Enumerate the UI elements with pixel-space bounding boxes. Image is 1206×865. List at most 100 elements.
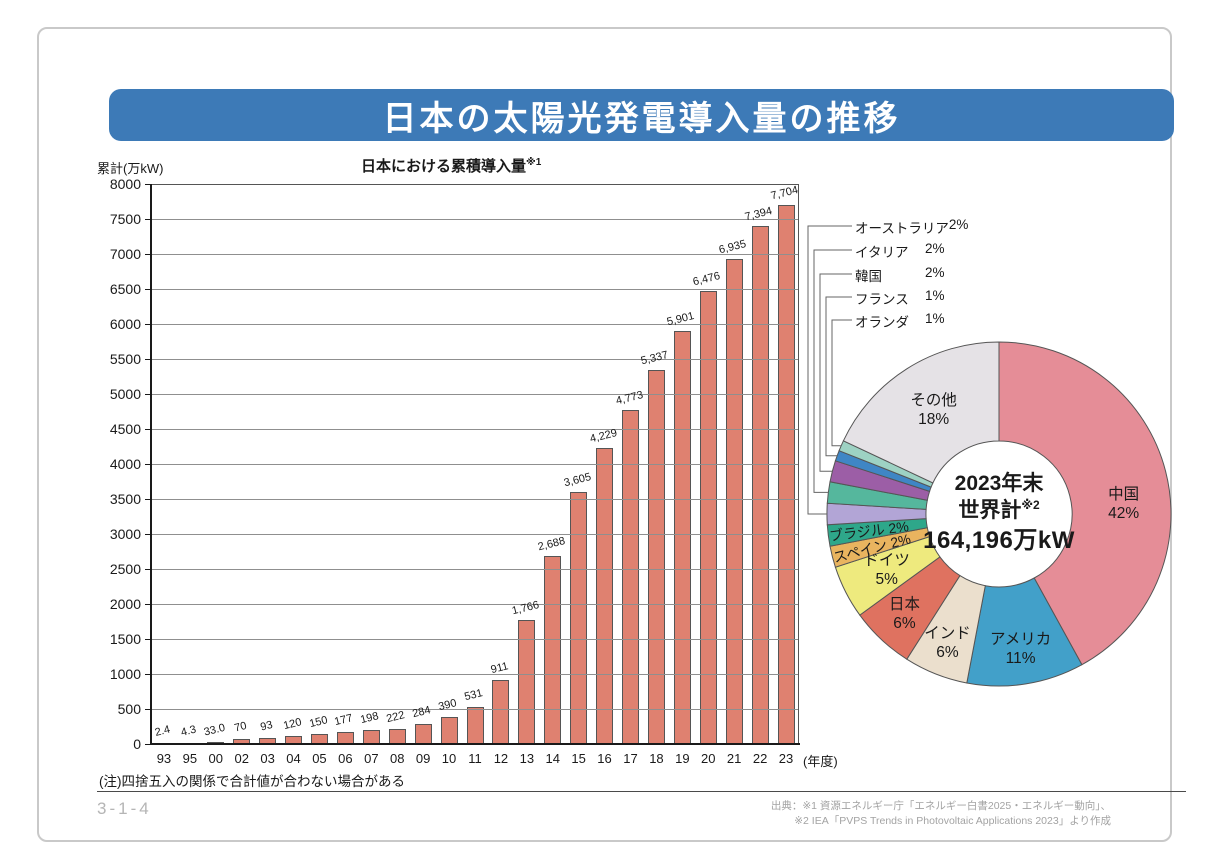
x-axis-tick-label: 19 bbox=[675, 751, 690, 766]
y-axis-tick bbox=[145, 394, 151, 396]
legend-label: フランス bbox=[855, 292, 909, 307]
rounding-note: (注)四捨五入の関係で合計値が合わない場合がある bbox=[99, 774, 405, 789]
slide-card: 日本の太陽光発電導入量の推移 累計(万kW) 日本における累積導入量※1 2.4… bbox=[37, 27, 1186, 842]
bar-chart-title-text: 日本における累積導入量 bbox=[361, 158, 527, 175]
bar bbox=[311, 733, 328, 744]
bar bbox=[466, 706, 484, 744]
x-axis-tick-label: 11 bbox=[468, 751, 482, 766]
gridline bbox=[151, 254, 799, 255]
bar-chart-title-footnote-marker: ※1 bbox=[526, 157, 542, 168]
footer-divider bbox=[97, 791, 1186, 792]
gridline bbox=[151, 709, 799, 710]
bar bbox=[622, 409, 639, 744]
y-axis-tick bbox=[145, 499, 151, 501]
gridline bbox=[151, 429, 799, 430]
legend-label: 韓国 bbox=[855, 269, 882, 284]
pie-center-world-total: 世界計※2 bbox=[958, 498, 1040, 523]
x-axis-tick-label: 08 bbox=[390, 751, 405, 766]
bar bbox=[233, 739, 251, 744]
x-axis-line bbox=[150, 743, 800, 745]
bar bbox=[777, 204, 795, 744]
pie-center-year: 2023年末 bbox=[954, 472, 1044, 495]
y-axis-tick-label: 3000 bbox=[109, 526, 141, 542]
pie-center-footnote-marker: ※2 bbox=[1021, 498, 1040, 513]
x-axis-tick-label: 07 bbox=[364, 751, 379, 766]
legend-item-フランス: フランス 1% bbox=[855, 288, 945, 308]
x-axis-tick-label: 16 bbox=[597, 751, 612, 766]
bar bbox=[285, 735, 303, 744]
legend-label: オランダ bbox=[855, 315, 909, 330]
bar bbox=[596, 448, 614, 744]
gridline bbox=[151, 394, 799, 395]
gridline bbox=[151, 639, 799, 640]
x-axis-tick-label: 13 bbox=[519, 751, 535, 766]
y-axis-tick-label: 4500 bbox=[109, 421, 141, 437]
y-axis-tick-label: 5000 bbox=[109, 386, 141, 402]
pie-slice-label-name: 日本 bbox=[888, 595, 920, 613]
bar bbox=[699, 290, 717, 744]
y-axis-tick bbox=[145, 534, 151, 536]
y-axis-tick bbox=[145, 744, 151, 746]
y-axis-tick-label: 6500 bbox=[109, 281, 141, 297]
legend-leader-line bbox=[831, 319, 852, 447]
legend-item-オーストラリア: オーストラリア 2% bbox=[855, 217, 968, 237]
bar bbox=[362, 730, 380, 744]
y-axis-tick bbox=[145, 604, 151, 606]
bar bbox=[751, 226, 769, 744]
x-axis-tick-label: 05 bbox=[312, 751, 327, 766]
x-axis-tick-label: 15 bbox=[571, 751, 586, 766]
bar bbox=[336, 731, 354, 744]
legend-value: 2% bbox=[925, 241, 945, 256]
bar bbox=[207, 741, 225, 744]
x-axis-tick-label: 21 bbox=[726, 751, 742, 766]
y-axis-tick-label: 2500 bbox=[109, 561, 141, 577]
y-axis-unit-label: 累計(万kW) bbox=[97, 161, 164, 176]
y-axis-tick-label: 7000 bbox=[109, 246, 141, 262]
legend-label: オーストラリア bbox=[855, 221, 949, 236]
legend-value: 2% bbox=[948, 217, 969, 232]
bar bbox=[414, 724, 432, 744]
bar bbox=[673, 330, 691, 744]
bar bbox=[492, 680, 510, 744]
pie-slice-label: その他 18% bbox=[874, 392, 994, 430]
x-axis-tick-label: 93 bbox=[156, 751, 172, 766]
x-axis-tick-label: 09 bbox=[415, 751, 431, 766]
legend-item-イタリア: イタリア 2% bbox=[855, 241, 945, 261]
y-axis-tick bbox=[145, 709, 151, 711]
legend-label: イタリア bbox=[855, 245, 909, 260]
pie-slice-label-pct: 6% bbox=[936, 644, 959, 662]
bar-chart-title: 日本における累積導入量※1 bbox=[361, 155, 541, 176]
y-axis-tick bbox=[145, 639, 151, 641]
source-citation: 出典：※1 資源エネルギー庁「エネルギー白書2025・エネルギー動向」、 ※2 … bbox=[771, 799, 1111, 829]
x-axis-tick-label: 20 bbox=[701, 751, 716, 766]
legend-item-オランダ: オランダ 1% bbox=[855, 311, 945, 331]
y-axis-tick-label: 4000 bbox=[109, 456, 141, 472]
bar bbox=[440, 716, 458, 744]
y-axis-tick-label: 6000 bbox=[109, 316, 141, 332]
page-number: 3-1-4 bbox=[97, 799, 152, 818]
gridline bbox=[151, 219, 799, 220]
gridline bbox=[151, 674, 799, 675]
legend-value: 2% bbox=[925, 265, 945, 280]
x-axis-tick-label: 10 bbox=[441, 751, 457, 766]
x-axis-unit-label: (年度) bbox=[803, 754, 838, 769]
y-axis-tick-label: 1000 bbox=[109, 666, 141, 682]
legend-leader-line bbox=[813, 249, 852, 493]
bar bbox=[518, 620, 536, 744]
gridline bbox=[151, 499, 799, 500]
legend-item-韓国: 韓国 2% bbox=[855, 265, 945, 285]
y-axis-tick-label: 3500 bbox=[109, 491, 141, 507]
y-axis-tick bbox=[145, 569, 151, 571]
x-axis-tick-label: 14 bbox=[545, 751, 560, 766]
gridline bbox=[151, 464, 799, 465]
source-line-2: ※2 IEA「PVPS Trends in Photovoltaic Appli… bbox=[794, 815, 1111, 828]
y-axis-tick bbox=[145, 254, 151, 256]
y-axis-tick bbox=[145, 464, 151, 466]
y-axis-tick-label: 0 bbox=[133, 736, 141, 752]
y-axis-tick bbox=[145, 674, 151, 676]
bar bbox=[647, 370, 665, 744]
y-axis-tick bbox=[145, 219, 151, 221]
x-axis-tick-label: 18 bbox=[649, 751, 664, 766]
gridline bbox=[151, 359, 799, 360]
